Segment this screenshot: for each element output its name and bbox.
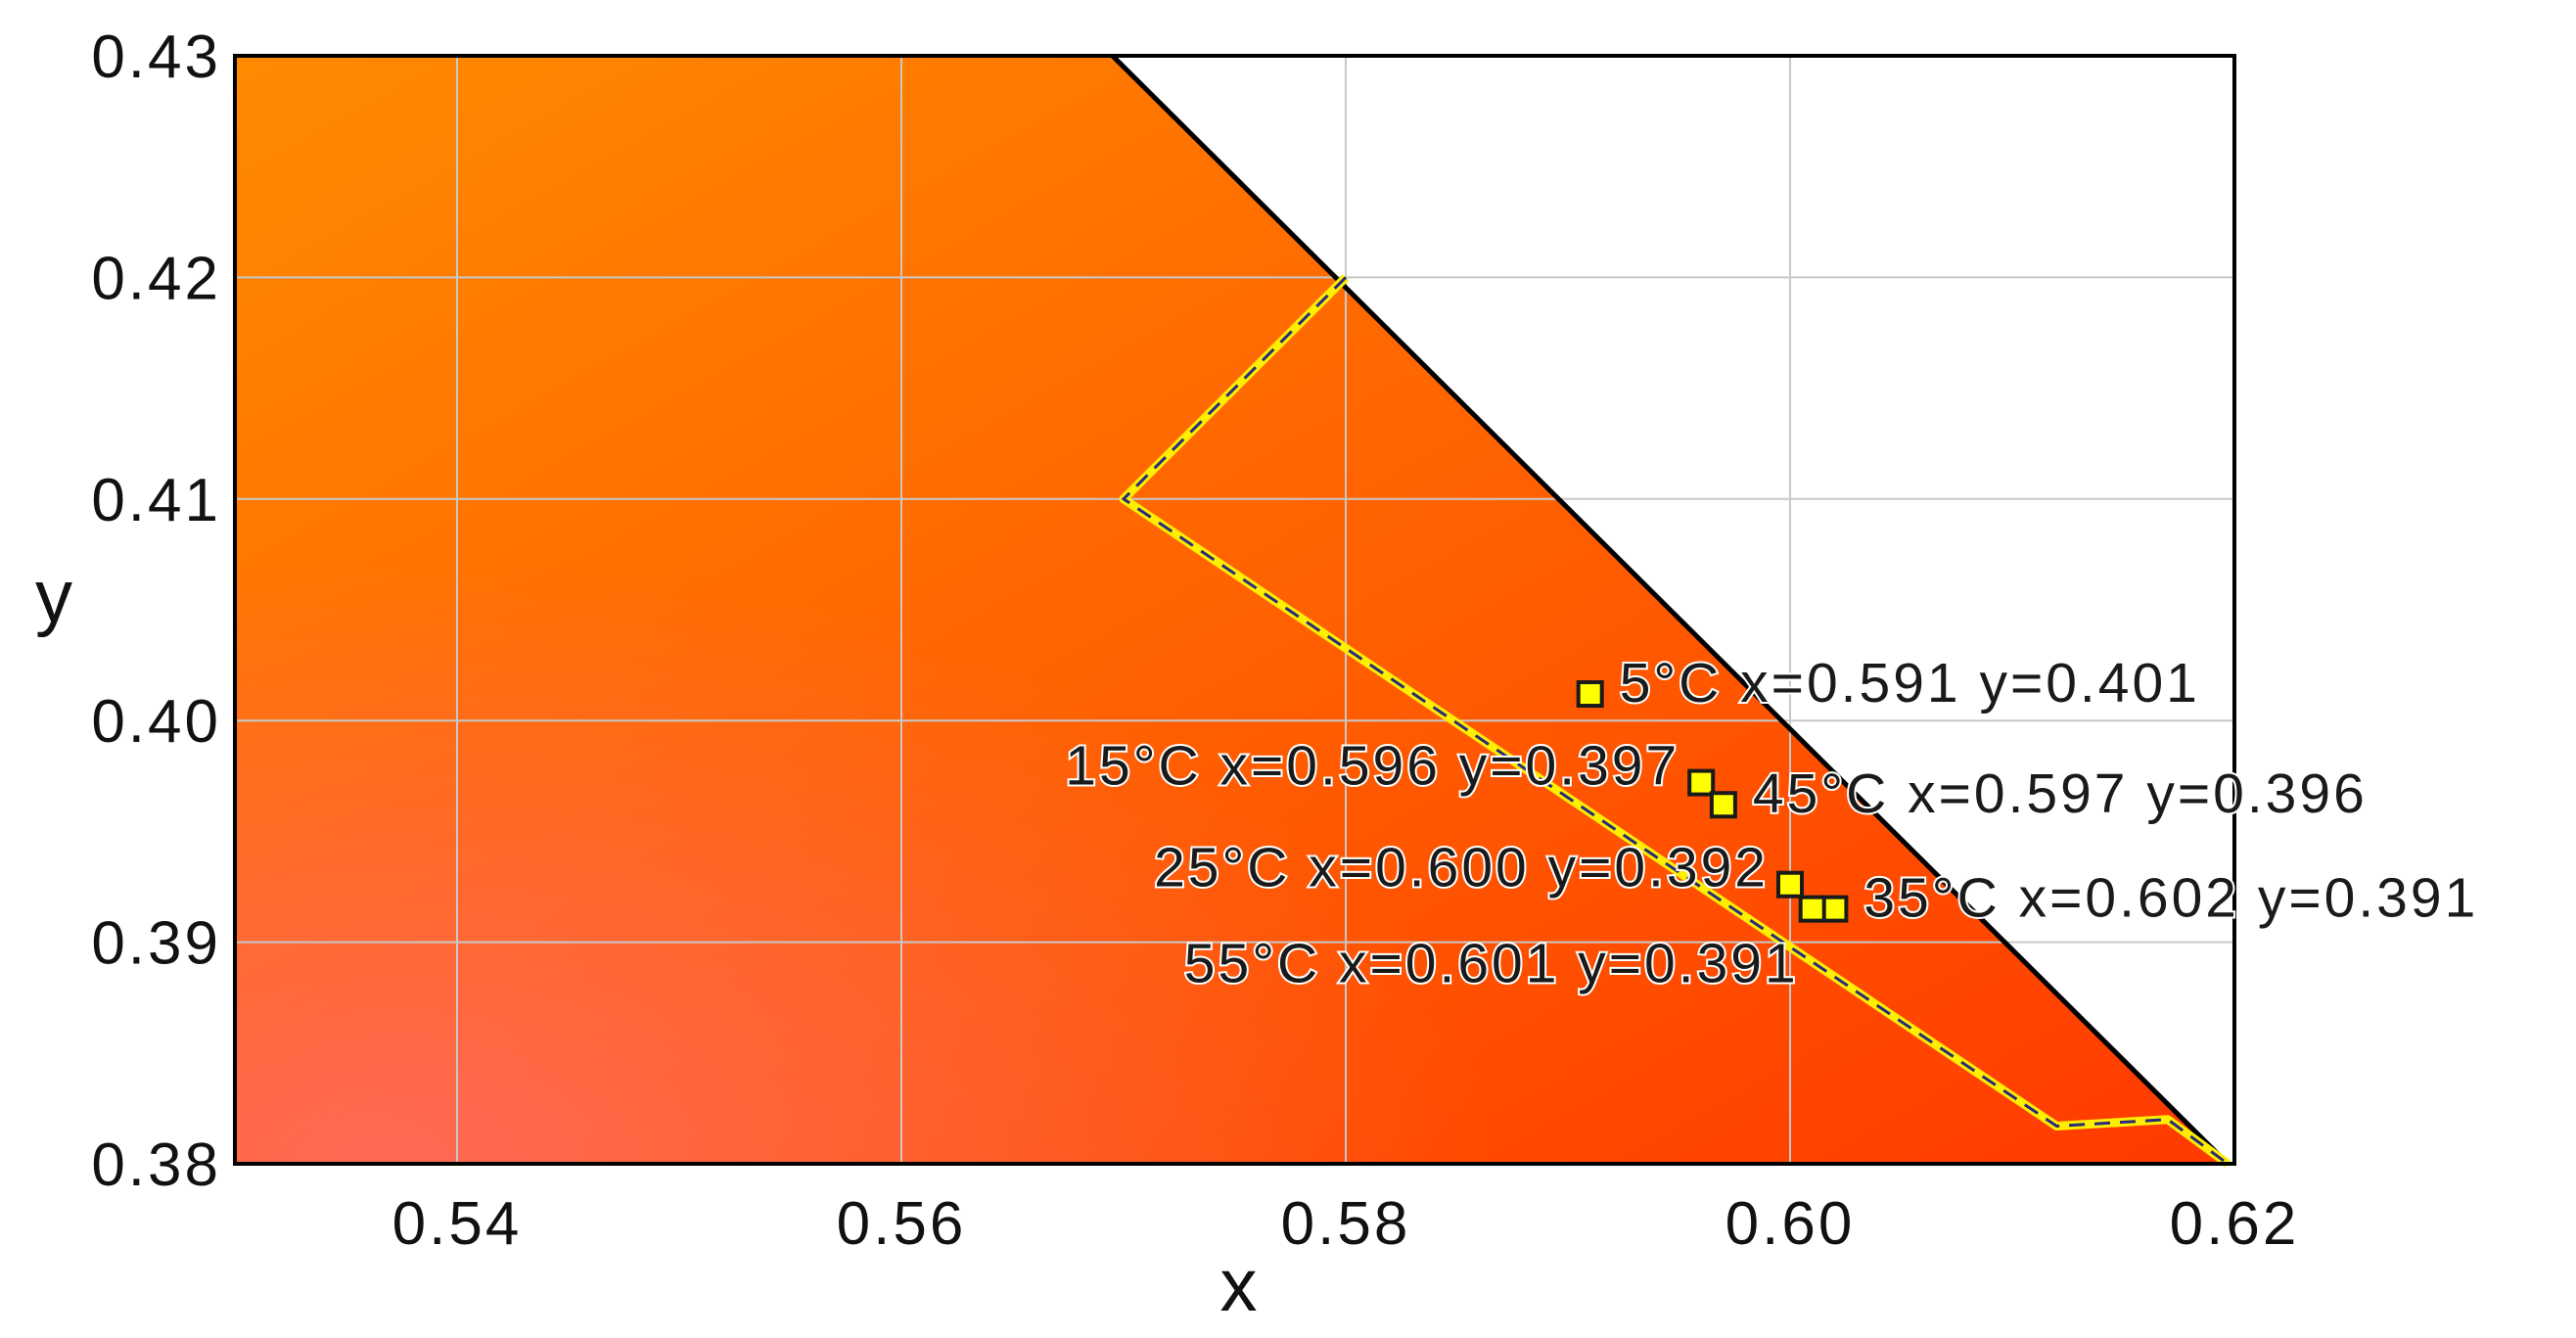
data-point-label: 35°C x=0.602 y=0.391 [1863, 867, 2478, 930]
y-tick-label: 0.41 [91, 467, 221, 534]
plot-border [233, 54, 2236, 1166]
data-point-marker [1576, 680, 1604, 709]
x-axis-label: x [1220, 1244, 1258, 1327]
data-point-label: 45°C x=0.597 y=0.396 [1753, 762, 2368, 825]
x-tick-label: 0.54 [392, 1190, 523, 1258]
point-labels: 5°C x=0.591 y=0.401 15°C x=0.596 y=0.397 4… [1063, 650, 2478, 997]
data-point-label: 55°C x=0.601 y=0.391 [1184, 933, 1799, 995]
plot-frame [233, 54, 2236, 1166]
data-points [1576, 680, 1849, 923]
data-point-label: 15°C x=0.596 y=0.397 [1065, 735, 1679, 798]
data-point-marker [1820, 895, 1849, 923]
x-tick-label: 0.60 [1725, 1190, 1856, 1258]
data-point-label: 5°C x=0.591 y=0.401 [1620, 652, 2200, 715]
data-point-marker [1798, 895, 1826, 923]
y-tick-label: 0.38 [91, 1131, 221, 1199]
tolerance-region [1119, 274, 2231, 1168]
y-tick-label: 0.40 [91, 688, 221, 756]
data-point-marker [1776, 870, 1804, 899]
region-boundary-dashes [1121, 276, 2230, 1166]
x-tick-label: 0.62 [2170, 1190, 2300, 1258]
data-point-marker [1687, 768, 1716, 797]
y-tick-label: 0.43 [91, 23, 221, 91]
gamut-fill-tint [235, 56, 2229, 1164]
x-tick-label: 0.56 [837, 1190, 967, 1258]
grid [235, 56, 2234, 1164]
spectral-locus [1110, 54, 2230, 1166]
y-axis-label: y [35, 555, 72, 638]
data-point-marker [1709, 791, 1737, 819]
y-tick-label: 0.39 [91, 910, 221, 978]
x-tick-label: 0.58 [1281, 1190, 1411, 1258]
data-point-label: 25°C x=0.600 y=0.392 [1154, 837, 1769, 900]
y-tick-label: 0.42 [91, 245, 221, 312]
spectral-locus-line [1110, 54, 2230, 1166]
color-gamut-fill [235, 56, 2229, 1164]
axis-ticks: 0.54 0.56 0.58 0.60 0.62 0.38 0.39 0.40 0.41 0.42… [91, 23, 2300, 1258]
